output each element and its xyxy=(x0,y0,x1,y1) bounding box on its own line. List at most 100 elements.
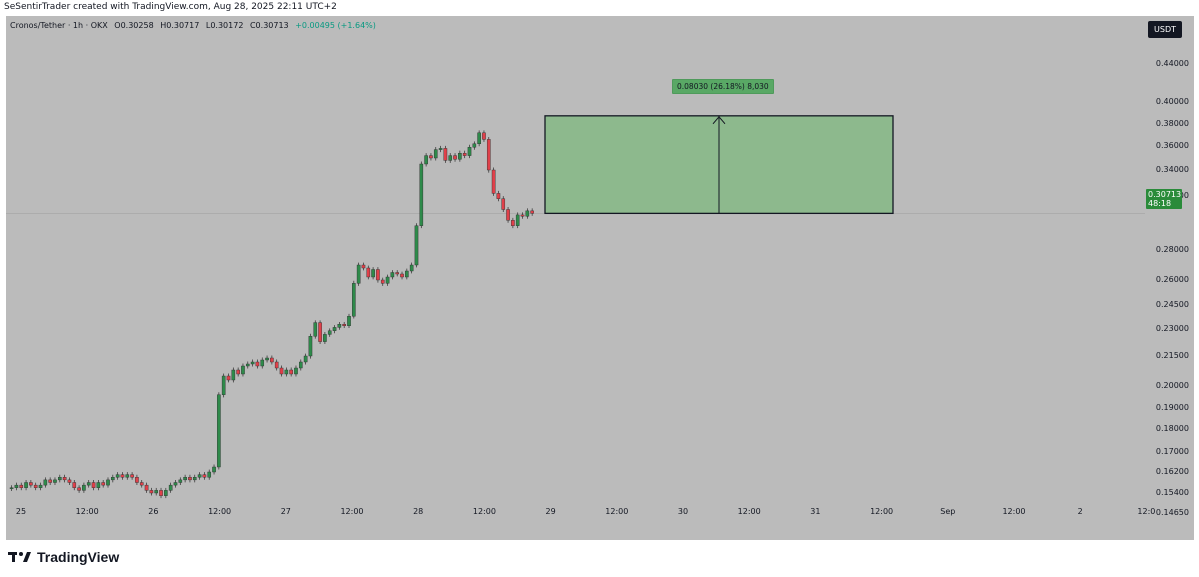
price-axis-label: 0.24500 xyxy=(1155,300,1189,309)
symbol-name[interactable]: Cronos/Tether · 1h · OKX xyxy=(10,21,108,30)
candle xyxy=(111,474,115,483)
candle xyxy=(82,482,86,493)
time-axis-label: 12:00 xyxy=(75,507,99,516)
candle xyxy=(72,480,77,491)
time-axis-label: 30 xyxy=(677,507,689,516)
candle xyxy=(106,477,110,488)
candle xyxy=(289,367,293,377)
price-axis-label: 0.23000 xyxy=(1155,324,1189,333)
candle xyxy=(231,367,236,383)
candle xyxy=(424,153,428,167)
candle xyxy=(154,487,159,496)
chart-caption: SeSentirTrader created with TradingView.… xyxy=(4,2,337,12)
candle xyxy=(58,474,62,483)
candle xyxy=(491,167,496,196)
candle xyxy=(67,477,72,485)
candle xyxy=(265,355,269,363)
price-axis-label: 0.21500 xyxy=(1155,351,1189,360)
time-axis-label: 28 xyxy=(413,507,424,516)
candle xyxy=(409,262,414,274)
candle xyxy=(221,373,226,398)
candle xyxy=(361,262,366,271)
candle xyxy=(385,274,390,286)
time-axis-label: 12:00 xyxy=(340,507,364,516)
candle xyxy=(303,353,308,365)
bar-countdown: 48:18 xyxy=(1148,199,1172,208)
candle xyxy=(164,487,168,499)
candle xyxy=(43,477,48,488)
candle xyxy=(130,472,134,480)
candle xyxy=(376,267,380,283)
candle xyxy=(202,472,207,480)
candle xyxy=(477,130,481,147)
candle xyxy=(395,270,400,277)
time-axis-label: 12:0 xyxy=(1137,507,1156,516)
candle xyxy=(294,365,298,377)
candle xyxy=(270,355,274,365)
candle xyxy=(24,480,28,491)
last-price-value: 0.30713 xyxy=(1148,190,1182,199)
candle xyxy=(506,206,510,223)
candle xyxy=(212,464,216,475)
measure-label[interactable]: 0.08030 (26.18%) 8,030 xyxy=(672,79,774,94)
candle xyxy=(279,365,284,377)
time-axis-label: 26 xyxy=(148,507,159,516)
price-axis-label: 0.19000 xyxy=(1155,403,1189,412)
candle xyxy=(245,361,250,369)
candle xyxy=(390,270,395,280)
candle xyxy=(91,480,96,491)
time-axis-label: 31 xyxy=(810,507,821,516)
brand-name: TradingView xyxy=(37,549,120,565)
tradingview-logo[interactable]: TradingView xyxy=(8,547,119,567)
candle xyxy=(144,482,149,493)
price-axis-label: 0.20000 xyxy=(1155,381,1189,390)
time-axis-label: 12:00 xyxy=(737,507,761,516)
candle xyxy=(14,482,19,491)
candle xyxy=(207,469,212,480)
candle xyxy=(274,359,279,371)
candle xyxy=(29,480,33,488)
chart-pane[interactable]: Cronos/Tether · 1h · OKX O0.30258 H0.307… xyxy=(6,16,1194,540)
symbol-legend: Cronos/Tether · 1h · OKX O0.30258 H0.307… xyxy=(10,21,380,30)
candle xyxy=(453,153,457,162)
candle xyxy=(438,145,443,153)
candle xyxy=(356,262,361,286)
candle xyxy=(241,363,245,377)
time-axis-label: 12:00 xyxy=(870,507,894,516)
time-axis-label: 2 xyxy=(1077,507,1083,516)
last-price-tag: 0.30713 48:18 xyxy=(1146,189,1182,209)
candle xyxy=(38,482,43,491)
ohlc-high: H0.30717 xyxy=(160,21,200,30)
candle xyxy=(332,325,337,334)
time-axis-label: 29 xyxy=(545,507,556,516)
price-axis-label: 0.36000 xyxy=(1155,141,1189,150)
time-axis-label: 25 xyxy=(15,507,27,516)
ohlc-open: O0.30258 xyxy=(114,21,154,30)
candle xyxy=(115,472,120,480)
candle xyxy=(284,367,289,377)
candle xyxy=(525,208,530,219)
candle xyxy=(323,331,327,345)
time-axis-label: 12:00 xyxy=(605,507,629,516)
candle xyxy=(260,357,265,369)
candle xyxy=(482,130,486,142)
time-axis-label: 12:00 xyxy=(208,507,232,516)
candle xyxy=(308,333,313,359)
candle xyxy=(226,373,231,383)
currency-button[interactable]: USDT xyxy=(1148,21,1182,38)
candle xyxy=(458,150,462,162)
price-axis-label: 0.18000 xyxy=(1155,424,1189,433)
candle xyxy=(139,480,144,488)
candle xyxy=(192,474,197,483)
ohlc-change: +0.00495 (+1.64%) xyxy=(295,21,376,30)
candle xyxy=(19,482,24,491)
candle xyxy=(125,472,130,480)
candle xyxy=(173,480,178,488)
candle xyxy=(530,208,534,216)
price-axis-label: 0.40000 xyxy=(1155,97,1189,106)
candle xyxy=(347,313,351,329)
candle xyxy=(380,277,385,286)
candle xyxy=(327,328,332,337)
candle xyxy=(400,271,404,280)
